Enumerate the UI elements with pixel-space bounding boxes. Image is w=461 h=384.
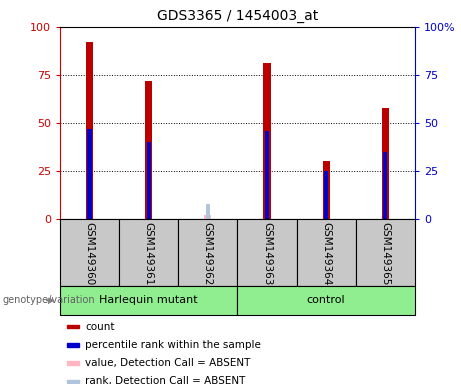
Text: rank, Detection Call = ABSENT: rank, Detection Call = ABSENT [85, 376, 246, 384]
Text: GSM149364: GSM149364 [321, 222, 331, 286]
Bar [206, 204, 210, 219]
Text: genotype/variation: genotype/variation [2, 295, 95, 306]
Bar [356, 219, 415, 286]
Title: GDS3365 / 1454003_at: GDS3365 / 1454003_at [157, 9, 318, 23]
Bar [204, 215, 212, 219]
Bar [67, 380, 79, 383]
Text: control: control [307, 295, 345, 306]
Text: Harlequin mutant: Harlequin mutant [100, 295, 198, 306]
Bar [178, 219, 237, 286]
Bar [67, 343, 79, 347]
Bar [86, 42, 93, 219]
Bar [296, 219, 356, 286]
Bar [145, 81, 152, 219]
Bar [265, 131, 269, 219]
Text: GSM149361: GSM149361 [144, 222, 154, 286]
Text: percentile rank within the sample: percentile rank within the sample [85, 340, 261, 350]
Bar [323, 161, 330, 219]
Bar [383, 152, 387, 219]
Text: GSM149362: GSM149362 [203, 222, 213, 286]
Text: count: count [85, 321, 115, 331]
Bar [237, 219, 296, 286]
Text: GSM149360: GSM149360 [84, 222, 95, 285]
Bar [237, 286, 415, 315]
Bar [147, 142, 151, 219]
Text: GSM149363: GSM149363 [262, 222, 272, 286]
Bar [67, 325, 79, 328]
Bar [263, 63, 271, 219]
Bar [60, 286, 237, 315]
Bar [324, 171, 328, 219]
Bar [60, 219, 119, 286]
Bar [119, 219, 178, 286]
Text: GSM149365: GSM149365 [380, 222, 390, 286]
Bar [88, 129, 92, 219]
Bar [382, 108, 389, 219]
Bar [67, 361, 79, 365]
Text: value, Detection Call = ABSENT: value, Detection Call = ABSENT [85, 358, 250, 368]
